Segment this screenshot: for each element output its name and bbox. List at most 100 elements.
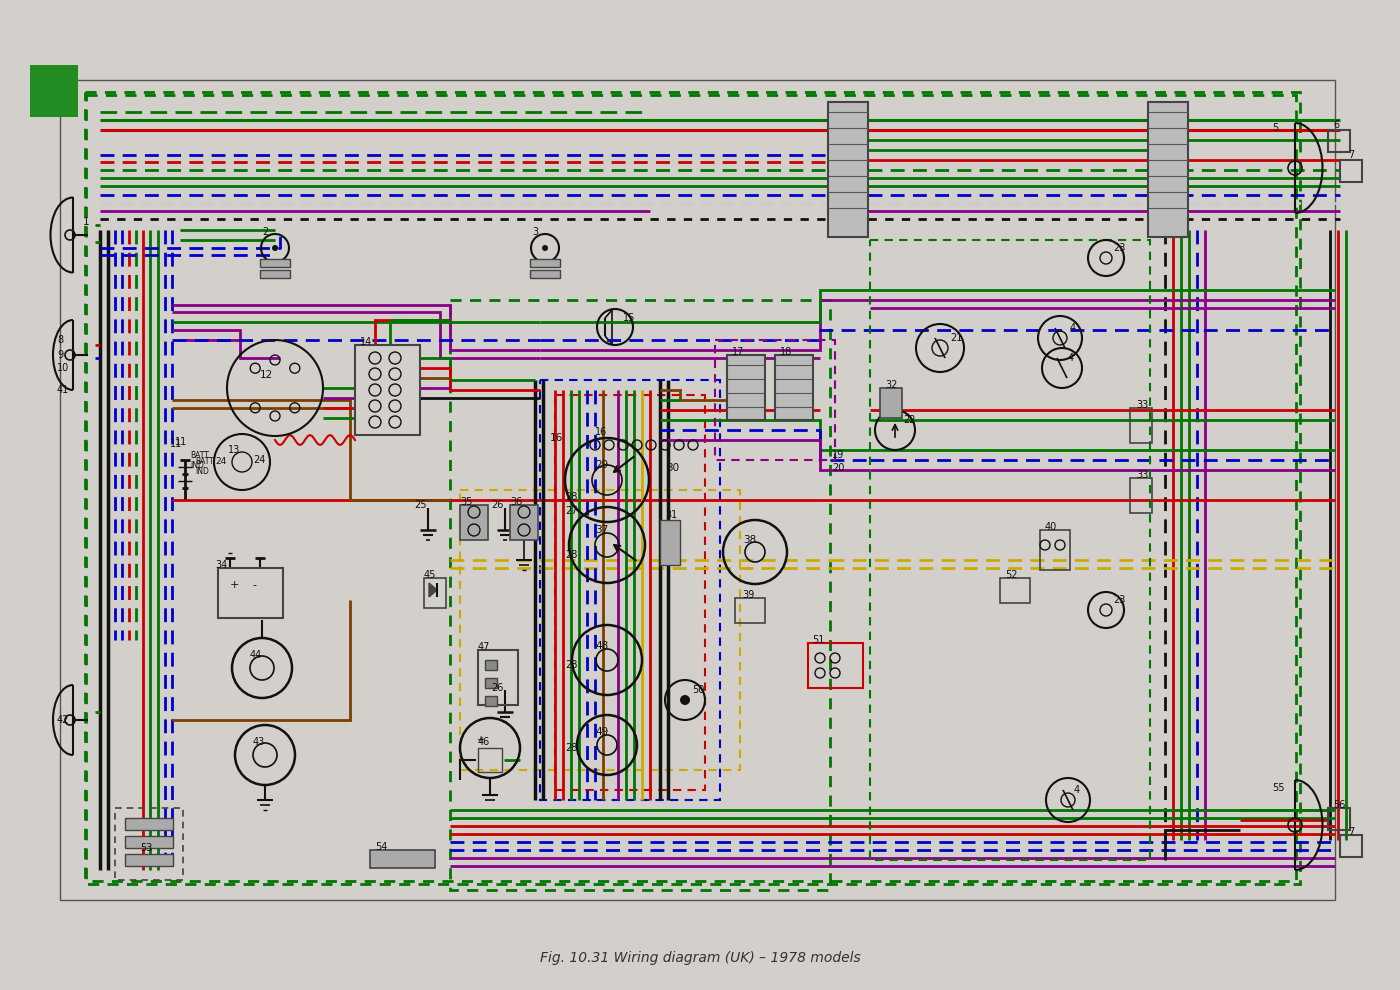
Text: 4: 4 <box>1068 353 1074 363</box>
Bar <box>827 102 868 237</box>
Text: +: + <box>230 580 239 590</box>
Bar <box>85 92 1301 884</box>
Bar <box>29 65 78 117</box>
Text: 1: 1 <box>83 217 90 227</box>
Bar <box>554 395 706 790</box>
Bar <box>85 95 1296 881</box>
Bar <box>125 836 174 848</box>
Bar <box>125 818 174 830</box>
Bar <box>1040 530 1070 570</box>
Text: 5: 5 <box>1273 123 1278 133</box>
Text: 7: 7 <box>1348 827 1354 837</box>
Text: 31: 31 <box>665 510 678 520</box>
Text: 32: 32 <box>885 380 897 390</box>
Text: 43: 43 <box>253 737 265 747</box>
Text: 30: 30 <box>666 463 679 473</box>
Text: 23: 23 <box>1113 595 1126 605</box>
Text: 4: 4 <box>1074 785 1081 795</box>
Bar <box>484 678 497 688</box>
Text: 26: 26 <box>491 500 504 510</box>
Text: 24: 24 <box>216 457 227 466</box>
Text: 44: 44 <box>251 650 262 660</box>
Text: 12: 12 <box>260 370 273 380</box>
Bar <box>531 259 560 267</box>
Bar <box>715 340 834 460</box>
Text: 39: 39 <box>742 590 755 600</box>
Bar <box>260 259 290 267</box>
Bar <box>1148 102 1189 237</box>
Bar <box>869 240 1149 860</box>
Text: IND: IND <box>190 461 204 470</box>
Text: 20: 20 <box>832 463 844 473</box>
Text: 48: 48 <box>595 641 608 651</box>
Bar <box>477 748 503 772</box>
Text: 16: 16 <box>595 427 608 437</box>
Text: 27: 27 <box>566 506 577 516</box>
Text: 33: 33 <box>1135 400 1148 410</box>
Bar <box>540 380 720 800</box>
Text: 33: 33 <box>1135 470 1148 480</box>
Text: 25: 25 <box>414 500 427 510</box>
Text: 8: 8 <box>57 335 63 345</box>
Bar <box>1000 578 1030 603</box>
Text: BATT: BATT <box>190 450 209 459</box>
Text: 46: 46 <box>477 737 490 747</box>
Bar <box>461 490 741 770</box>
Text: 23: 23 <box>1113 243 1126 253</box>
Text: 45: 45 <box>424 570 437 580</box>
Text: 40: 40 <box>1044 522 1057 532</box>
Bar <box>370 850 435 868</box>
Text: 26: 26 <box>491 683 504 693</box>
Bar <box>1340 160 1362 182</box>
Text: 22: 22 <box>903 415 916 425</box>
Bar <box>808 643 862 688</box>
Text: 19: 19 <box>832 450 844 460</box>
Text: IND: IND <box>195 467 209 476</box>
Text: 55: 55 <box>1273 783 1285 793</box>
Text: BATT: BATT <box>195 457 214 466</box>
Text: 53: 53 <box>140 843 153 853</box>
Bar <box>727 355 764 420</box>
Circle shape <box>272 245 279 251</box>
Text: +: + <box>476 735 484 745</box>
Text: 11: 11 <box>175 437 188 447</box>
Bar <box>125 854 174 866</box>
Text: 28: 28 <box>566 550 577 560</box>
Text: 28: 28 <box>566 492 577 502</box>
Text: 29: 29 <box>595 460 608 470</box>
Bar <box>356 345 420 435</box>
Text: 37: 37 <box>595 525 608 535</box>
Text: 56: 56 <box>1333 800 1345 810</box>
Text: 51: 51 <box>812 635 825 645</box>
Bar <box>1340 835 1362 857</box>
Bar <box>461 505 489 540</box>
Bar <box>510 505 538 540</box>
Circle shape <box>680 695 690 705</box>
Bar <box>484 696 497 706</box>
Text: 42: 42 <box>57 715 70 725</box>
Bar <box>1329 130 1350 152</box>
Bar <box>1130 408 1152 443</box>
Text: 36: 36 <box>510 497 522 507</box>
Text: 34: 34 <box>216 560 227 570</box>
Text: 15: 15 <box>623 313 636 323</box>
Circle shape <box>542 245 547 251</box>
Text: 7: 7 <box>1348 150 1354 160</box>
Text: Fig. 10.31 Wiring diagram (UK) – 1978 models: Fig. 10.31 Wiring diagram (UK) – 1978 mo… <box>539 951 861 965</box>
Text: 11: 11 <box>169 439 182 449</box>
Text: 50: 50 <box>692 685 704 695</box>
Bar <box>1329 808 1350 830</box>
Text: 4: 4 <box>1070 323 1077 333</box>
Text: 2: 2 <box>262 227 269 237</box>
Text: 24: 24 <box>253 455 266 465</box>
Text: 14: 14 <box>360 337 372 347</box>
Bar <box>424 578 447 608</box>
Text: 28: 28 <box>566 660 577 670</box>
Text: -: - <box>252 580 256 590</box>
Text: 10: 10 <box>57 363 69 373</box>
Text: 52: 52 <box>1005 570 1018 580</box>
Text: 9: 9 <box>57 350 63 360</box>
Text: 16: 16 <box>550 433 563 443</box>
Text: 13: 13 <box>228 445 241 455</box>
Bar <box>531 270 560 278</box>
